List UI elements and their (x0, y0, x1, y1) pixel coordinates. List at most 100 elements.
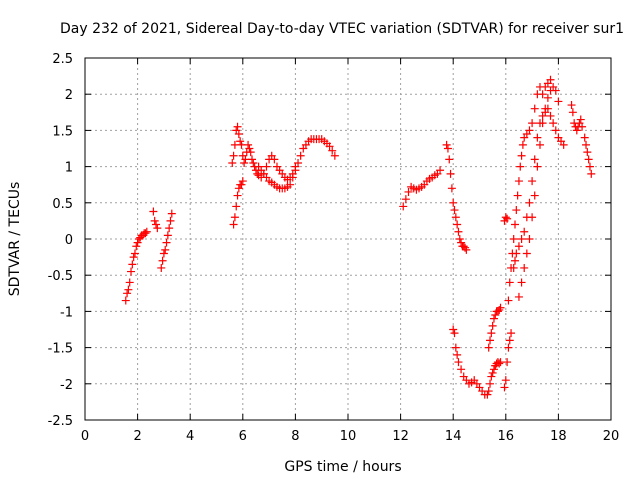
plot-frame (84, 57, 612, 421)
data-point (125, 278, 134, 287)
y-tick-label: -0.5 (48, 269, 73, 284)
series-track15 (509, 104, 568, 272)
data-point (127, 267, 136, 276)
data-point (236, 137, 245, 146)
data-point (551, 126, 560, 135)
data-point (229, 220, 238, 229)
data-point (514, 292, 523, 301)
data-point (489, 314, 498, 323)
data-point (238, 177, 247, 186)
data-point (559, 140, 568, 149)
data-point (543, 93, 552, 102)
data-point (404, 187, 413, 196)
data-point (486, 379, 495, 388)
x-tick-label: 16 (498, 429, 515, 444)
data-point (486, 336, 495, 345)
data-point (504, 343, 513, 352)
x-tick-label: 0 (81, 429, 89, 444)
data-point (509, 235, 518, 243)
data-point (149, 207, 158, 216)
series-track14 (504, 75, 555, 305)
data-point (507, 329, 516, 338)
data-point (450, 329, 459, 338)
series-track10 (484, 303, 505, 352)
series-track13 (500, 329, 516, 392)
data-point (511, 256, 520, 265)
data-point (528, 177, 537, 186)
data-point (294, 158, 303, 167)
x-tick-label: 14 (445, 429, 462, 444)
data-point (517, 278, 526, 287)
data-point (246, 148, 255, 157)
data-point (530, 155, 539, 164)
data-point (443, 144, 452, 153)
data-point (454, 227, 463, 236)
data-point (505, 278, 514, 287)
data-point (451, 343, 460, 352)
data-point (328, 146, 337, 155)
series-track9 (449, 325, 500, 399)
data-point (455, 235, 464, 243)
data-point (245, 144, 254, 153)
data-point (449, 198, 458, 207)
data-point (442, 140, 451, 149)
data-point (496, 303, 505, 312)
data-point (512, 206, 521, 215)
data-point (152, 220, 161, 229)
data-point (484, 343, 493, 352)
data-point (535, 140, 544, 149)
data-point (158, 256, 167, 265)
grid-layer (85, 58, 611, 420)
data-point (229, 151, 238, 160)
x-tick-label: 2 (133, 429, 141, 444)
data-point (128, 260, 137, 269)
x-tick-label: 8 (291, 429, 299, 444)
x-tick-label: 4 (186, 429, 194, 444)
data-point (142, 227, 151, 236)
data-point (457, 365, 466, 374)
data-point (514, 242, 523, 251)
data-point (436, 166, 445, 175)
chart-title: Day 232 of 2021, Sidereal Day-to-day VTE… (60, 21, 624, 37)
data-point (233, 122, 242, 131)
data-point (517, 151, 526, 160)
data-point (525, 198, 534, 207)
data-point (572, 126, 581, 135)
data-point (503, 214, 512, 223)
data-point (487, 329, 496, 338)
data-point (124, 285, 133, 294)
y-tick-label: 2.5 (52, 52, 73, 67)
data-point (530, 191, 539, 200)
data-point (121, 296, 130, 305)
series-track2 (149, 207, 162, 233)
data-point (450, 206, 459, 215)
data-points (121, 75, 596, 399)
data-point (399, 202, 408, 211)
data-point (249, 158, 258, 167)
data-point (582, 140, 591, 149)
data-point (511, 220, 520, 229)
data-point (487, 372, 496, 381)
data-point (584, 155, 593, 164)
data-point (578, 122, 587, 131)
data-point (533, 133, 542, 142)
data-point (141, 229, 150, 238)
ticks-layer: 0 2 4 6 8 10 12 14 16 18 20 -2.5 -2 -1.5 -1 -0.5 0 0.5 1 1.… (48, 52, 620, 444)
series-track8 (442, 140, 471, 254)
series-track16 (514, 82, 563, 301)
data-point (270, 155, 279, 164)
data-point (513, 191, 522, 200)
data-point (159, 249, 168, 258)
data-point (234, 130, 243, 139)
data-point (447, 184, 456, 193)
data-point (483, 390, 492, 399)
data-point (520, 263, 529, 272)
data-point (325, 142, 334, 151)
y-tick-label: -2.5 (48, 414, 73, 429)
data-point (514, 177, 523, 186)
series-track17 (567, 101, 596, 178)
x-tick-label: 12 (392, 429, 409, 444)
y-tick-label: -1 (60, 305, 73, 320)
data-point (583, 148, 592, 157)
data-point (228, 158, 237, 167)
